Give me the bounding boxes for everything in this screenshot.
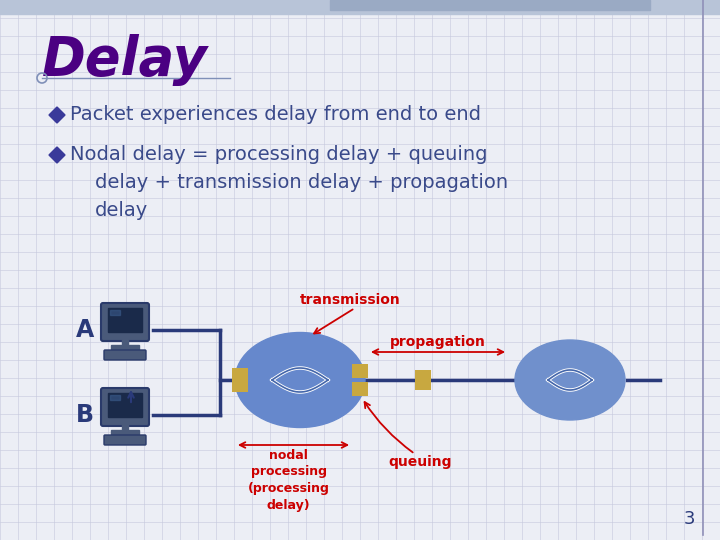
FancyBboxPatch shape xyxy=(104,350,146,360)
Text: delay: delay xyxy=(95,201,148,220)
Bar xyxy=(415,370,431,390)
Polygon shape xyxy=(49,107,65,123)
Text: propagation: propagation xyxy=(390,335,486,349)
Text: 3: 3 xyxy=(683,510,695,528)
Bar xyxy=(110,395,120,400)
Ellipse shape xyxy=(235,333,365,428)
Bar xyxy=(0,0,720,14)
Bar xyxy=(111,430,139,435)
Text: transmission: transmission xyxy=(300,293,400,307)
Bar xyxy=(108,308,142,332)
Bar xyxy=(122,424,128,431)
Bar xyxy=(330,0,650,10)
Polygon shape xyxy=(49,147,65,163)
Bar xyxy=(110,310,120,315)
FancyBboxPatch shape xyxy=(101,303,149,341)
FancyBboxPatch shape xyxy=(104,435,146,445)
Text: Delay: Delay xyxy=(42,34,208,86)
Bar xyxy=(111,345,139,350)
Text: A: A xyxy=(76,318,94,342)
Bar xyxy=(108,393,142,417)
Bar xyxy=(232,368,248,392)
Text: B: B xyxy=(76,403,94,427)
Text: Nodal delay = processing delay + queuing: Nodal delay = processing delay + queuing xyxy=(70,145,487,165)
FancyBboxPatch shape xyxy=(101,388,149,426)
Bar xyxy=(122,339,128,346)
Text: Packet experiences delay from end to end: Packet experiences delay from end to end xyxy=(70,105,481,125)
Text: delay + transmission delay + propagation: delay + transmission delay + propagation xyxy=(95,173,508,192)
Text: queuing: queuing xyxy=(388,455,451,469)
Bar xyxy=(352,364,368,378)
Text: nodal
processing
(processing
delay): nodal processing (processing delay) xyxy=(248,449,330,511)
Ellipse shape xyxy=(515,340,625,420)
Bar xyxy=(352,382,368,396)
